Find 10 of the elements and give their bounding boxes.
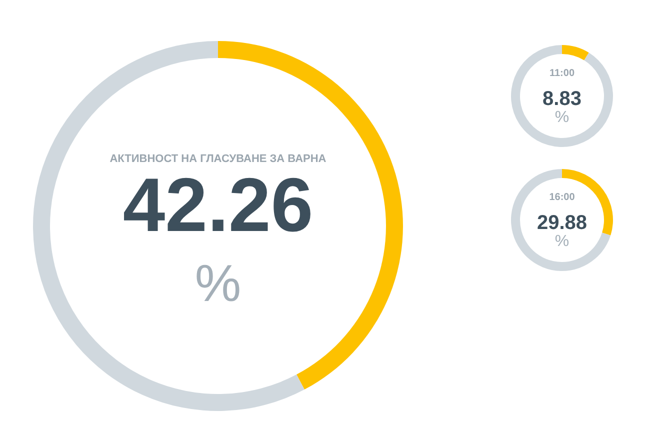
donut-slice <box>511 45 613 147</box>
donut-slice <box>562 45 589 60</box>
text: % <box>194 254 242 315</box>
text: % <box>554 232 570 252</box>
donut-slice <box>511 169 611 271</box>
text: 16:00 <box>548 192 576 204</box>
text: 8.83 <box>542 87 582 110</box>
text: 11:00 <box>548 68 576 80</box>
text: % <box>554 108 570 128</box>
text: 29.88 <box>536 211 588 234</box>
